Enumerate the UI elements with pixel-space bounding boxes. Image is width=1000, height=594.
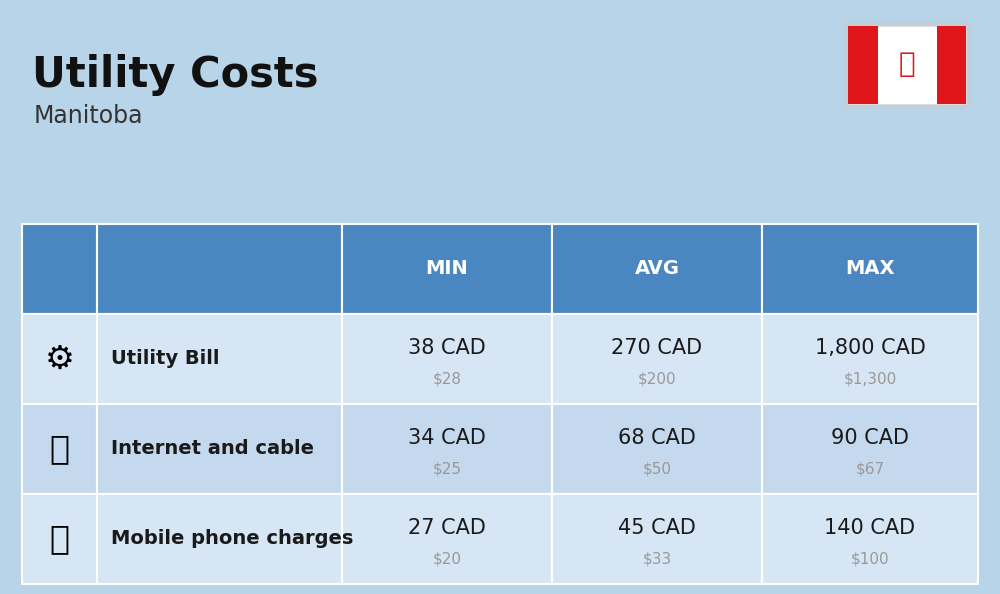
Text: 📱: 📱: [50, 523, 70, 555]
Text: 270 CAD: 270 CAD: [611, 338, 703, 358]
Bar: [552, 224, 762, 314]
Bar: [552, 404, 762, 494]
Text: 27 CAD: 27 CAD: [408, 518, 486, 538]
Bar: [342, 314, 552, 404]
Bar: [97, 224, 342, 314]
Text: $33: $33: [642, 551, 672, 566]
Text: 38 CAD: 38 CAD: [408, 338, 486, 358]
Bar: [22, 404, 97, 494]
Text: ⚙: ⚙: [45, 343, 74, 375]
Text: Utility Bill: Utility Bill: [111, 349, 220, 368]
Bar: [22, 224, 97, 314]
Text: $100: $100: [851, 551, 889, 566]
Text: Utility Costs: Utility Costs: [32, 54, 318, 96]
Text: 45 CAD: 45 CAD: [618, 518, 696, 538]
Text: Mobile phone charges: Mobile phone charges: [111, 529, 353, 548]
Bar: [762, 314, 978, 404]
Text: $67: $67: [855, 462, 885, 476]
Bar: [97, 314, 342, 404]
Text: $20: $20: [432, 551, 462, 566]
Bar: [22, 314, 97, 404]
Bar: [97, 404, 342, 494]
Bar: [342, 224, 552, 314]
Bar: [762, 404, 978, 494]
Bar: [848, 26, 966, 104]
Text: 68 CAD: 68 CAD: [618, 428, 696, 448]
Bar: [762, 494, 978, 584]
Bar: [342, 404, 552, 494]
Text: 140 CAD: 140 CAD: [824, 518, 916, 538]
Text: Manitoba: Manitoba: [34, 104, 144, 128]
Bar: [848, 26, 878, 104]
Text: Internet and cable: Internet and cable: [111, 440, 314, 459]
Bar: [552, 314, 762, 404]
Text: MAX: MAX: [845, 260, 895, 279]
Bar: [97, 494, 342, 584]
FancyBboxPatch shape: [843, 21, 971, 109]
Text: $28: $28: [432, 371, 462, 386]
Bar: [936, 26, 966, 104]
Text: $200: $200: [638, 371, 676, 386]
Text: $50: $50: [642, 462, 672, 476]
Text: 📡: 📡: [50, 432, 70, 466]
Text: 34 CAD: 34 CAD: [408, 428, 486, 448]
Text: AVG: AVG: [635, 260, 680, 279]
Text: 🍁: 🍁: [899, 50, 915, 78]
Text: MIN: MIN: [426, 260, 468, 279]
Text: $1,300: $1,300: [843, 371, 897, 386]
Text: $25: $25: [432, 462, 462, 476]
Text: 90 CAD: 90 CAD: [831, 428, 909, 448]
Bar: [22, 494, 97, 584]
Bar: [552, 494, 762, 584]
Bar: [342, 494, 552, 584]
Bar: [762, 224, 978, 314]
Text: 1,800 CAD: 1,800 CAD: [815, 338, 925, 358]
